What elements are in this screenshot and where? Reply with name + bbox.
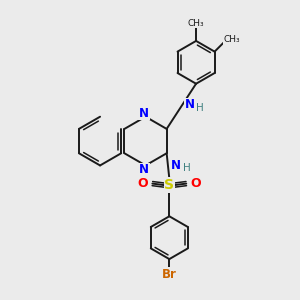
Text: CH₃: CH₃ (224, 35, 240, 44)
Text: N: N (185, 98, 195, 111)
Text: O: O (137, 177, 148, 190)
Text: Br: Br (162, 268, 177, 281)
Text: H: H (182, 163, 190, 173)
Text: O: O (191, 177, 201, 190)
Text: N: N (139, 164, 149, 176)
Text: N: N (139, 106, 149, 120)
Text: CH₃: CH₃ (188, 19, 204, 28)
Text: S: S (164, 178, 174, 192)
Text: N: N (171, 159, 181, 172)
Text: H: H (196, 103, 204, 113)
